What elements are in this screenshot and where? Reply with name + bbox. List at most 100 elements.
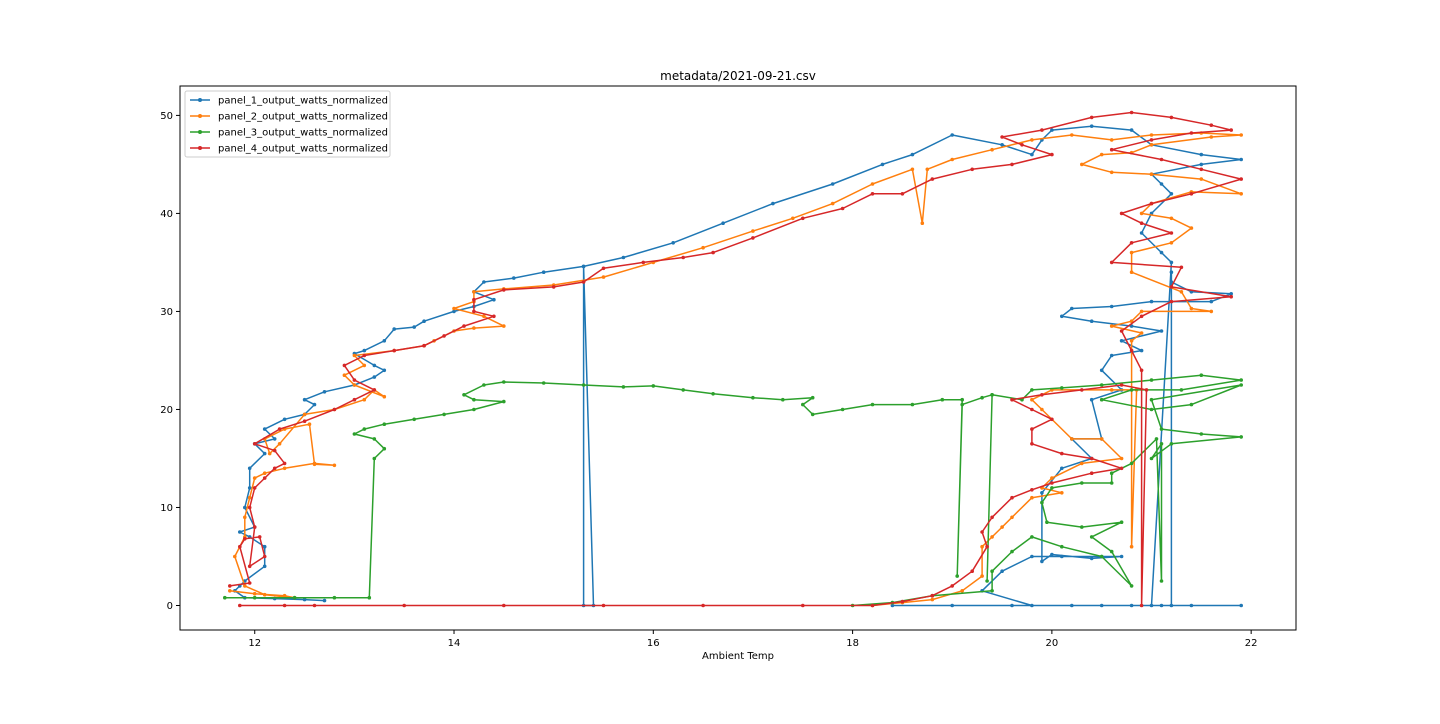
chart-title: metadata/2021-09-21.csv xyxy=(660,69,816,83)
data-point xyxy=(1040,491,1044,495)
data-point xyxy=(247,581,252,585)
data-point xyxy=(1149,201,1154,206)
data-point xyxy=(362,363,367,368)
legend-label: panel_3_output_watts_normalized xyxy=(218,128,388,139)
legend-marker xyxy=(198,130,202,134)
data-point xyxy=(940,397,945,402)
data-point xyxy=(233,554,237,559)
data-point xyxy=(247,505,252,510)
data-point xyxy=(1189,226,1194,230)
data-point xyxy=(1010,162,1014,167)
data-point xyxy=(1169,216,1174,221)
data-point xyxy=(900,599,905,604)
data-point xyxy=(910,402,915,407)
series-4 xyxy=(228,110,1243,608)
data-point xyxy=(462,393,466,397)
data-point xyxy=(1000,135,1004,139)
data-point xyxy=(1199,373,1204,378)
data-point xyxy=(1149,603,1154,608)
axis-ticks: 12 14 16 18 20 22 0 10 20 30 40 50 xyxy=(160,111,1257,649)
data-point xyxy=(1070,437,1074,441)
data-point xyxy=(1030,152,1034,157)
data-point xyxy=(930,593,935,598)
data-point xyxy=(1060,554,1064,559)
data-point xyxy=(1000,569,1004,573)
data-point xyxy=(1020,143,1024,147)
data-point xyxy=(302,419,307,424)
data-point xyxy=(830,201,835,206)
data-point xyxy=(252,486,257,490)
data-point xyxy=(930,597,935,602)
data-point xyxy=(980,395,984,400)
legend-label: panel_4_output_watts_normalized xyxy=(218,144,388,155)
x-tick-label: 22 xyxy=(1245,638,1258,649)
data-point xyxy=(1159,329,1164,333)
x-axis-label: Ambient Temp xyxy=(702,651,774,662)
data-point xyxy=(1169,285,1174,289)
data-point xyxy=(352,432,357,436)
data-point xyxy=(1159,182,1164,186)
data-point xyxy=(277,442,282,446)
data-point xyxy=(791,216,795,221)
data-point xyxy=(1169,115,1174,120)
data-point xyxy=(392,348,397,353)
data-point xyxy=(751,229,755,233)
data-point xyxy=(1099,437,1104,441)
data-point xyxy=(1109,481,1114,485)
data-point xyxy=(601,266,606,271)
data-point xyxy=(1239,133,1243,137)
data-point xyxy=(870,603,875,608)
data-point xyxy=(1089,456,1094,461)
data-point xyxy=(1149,397,1154,402)
data-point xyxy=(1139,603,1144,608)
data-point xyxy=(1199,432,1204,436)
data-point xyxy=(1129,584,1134,588)
data-point xyxy=(990,589,994,593)
data-point xyxy=(382,368,387,373)
y-tick-label: 0 xyxy=(167,601,173,612)
x-tick-label: 14 xyxy=(448,638,461,649)
data-point xyxy=(442,412,446,417)
legend-item: panel_4_output_watts_normalized xyxy=(190,144,388,155)
data-point xyxy=(1159,603,1164,608)
x-tick-label: 18 xyxy=(846,638,859,649)
data-point xyxy=(1149,378,1154,382)
data-point xyxy=(492,297,496,302)
data-point xyxy=(1149,456,1154,461)
data-point xyxy=(681,255,685,260)
data-point xyxy=(1050,152,1054,157)
data-point xyxy=(1179,265,1184,270)
data-point xyxy=(502,324,506,328)
data-point xyxy=(950,133,954,137)
data-point xyxy=(1060,491,1064,495)
data-point xyxy=(1189,306,1194,311)
data-point xyxy=(1189,192,1194,196)
data-point xyxy=(1089,471,1094,476)
data-point xyxy=(840,407,845,412)
data-point xyxy=(1030,488,1034,492)
data-point xyxy=(1169,442,1174,446)
data-point xyxy=(382,446,387,451)
data-point xyxy=(551,285,556,289)
data-point xyxy=(701,245,705,250)
data-point xyxy=(302,412,307,417)
data-point xyxy=(1010,549,1014,554)
data-point xyxy=(701,603,705,608)
data-point xyxy=(1089,319,1094,324)
data-point xyxy=(252,595,257,600)
data-point xyxy=(1169,299,1174,304)
data-point xyxy=(1159,579,1164,583)
data-point xyxy=(1159,427,1164,431)
data-point xyxy=(312,402,317,407)
data-point xyxy=(372,456,377,461)
data-point xyxy=(1149,133,1154,137)
data-point xyxy=(1040,407,1044,412)
data-point xyxy=(1139,211,1144,216)
data-point xyxy=(1119,456,1124,461)
data-point xyxy=(1239,157,1243,162)
data-point xyxy=(1070,603,1074,608)
data-point xyxy=(1119,466,1124,471)
data-point xyxy=(1199,167,1204,172)
data-point xyxy=(1239,603,1243,608)
data-point xyxy=(1239,435,1243,439)
